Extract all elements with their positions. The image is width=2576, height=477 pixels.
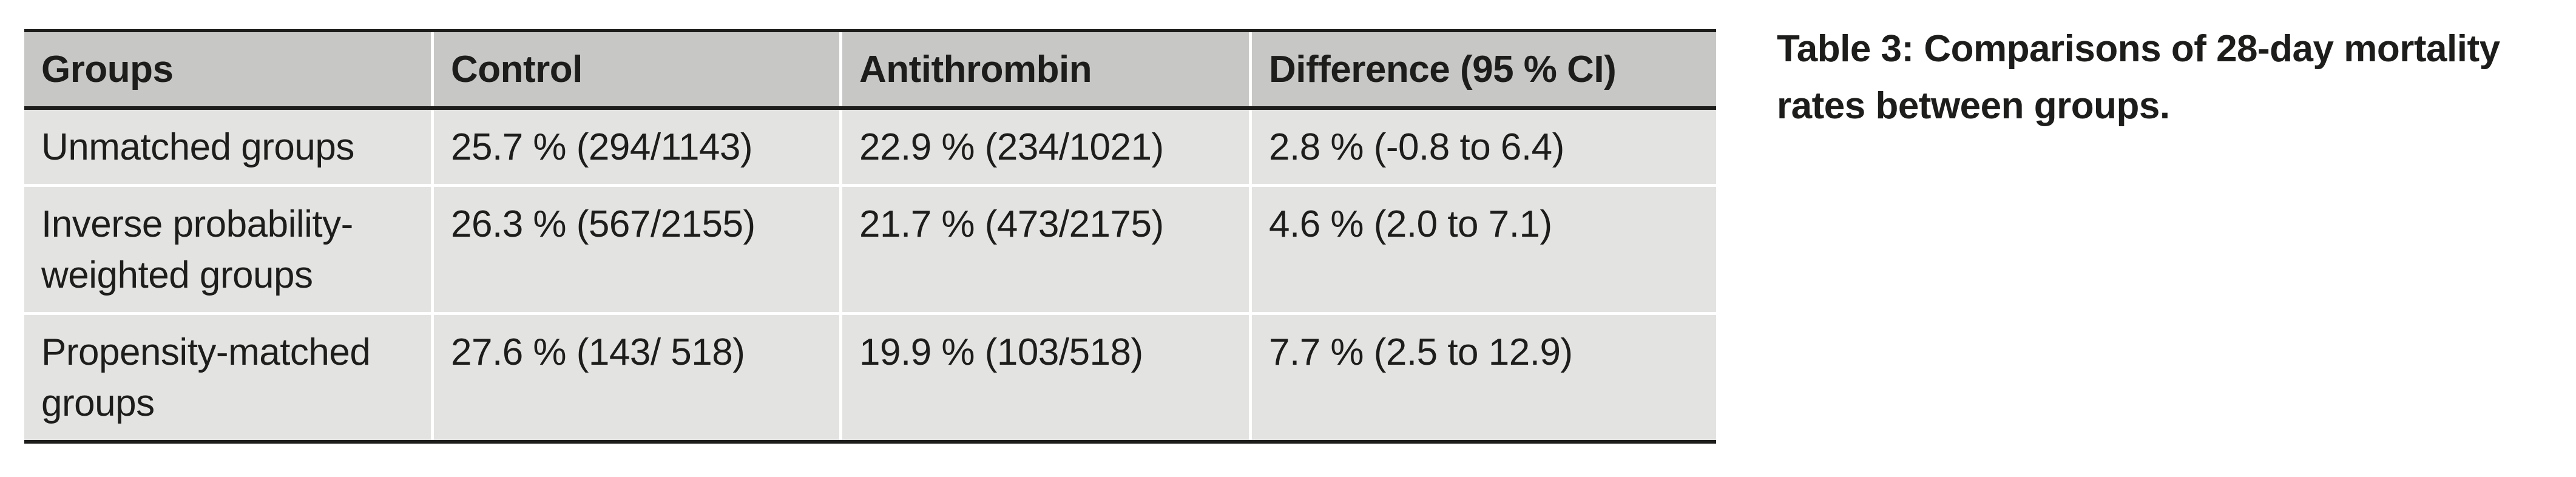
table-row-propensity-matched: Propensity-matched groups 27.6 % (143/ 5… — [24, 312, 1716, 440]
cell-antithrombin-value: 22.9 % (234/1021) — [839, 110, 1249, 184]
column-header-groups: Groups — [24, 32, 431, 106]
cell-antithrombin-value: 21.7 % (473/2175) — [839, 187, 1249, 312]
column-header-antithrombin: Antithrombin — [839, 32, 1249, 106]
column-header-difference: Difference (95 % CI) — [1249, 32, 1716, 106]
table-header-row: Groups Control Antithrombin Difference (… — [24, 32, 1716, 110]
cell-group-label: Unmatched groups — [24, 110, 431, 184]
cell-difference-value: 2.8 % (-0.8 to 6.4) — [1249, 110, 1716, 184]
cell-control-value: 26.3 % (567/2155) — [431, 187, 839, 312]
cell-group-label: Inverse probability-weighted groups — [24, 187, 431, 312]
mortality-table: Groups Control Antithrombin Difference (… — [24, 29, 1716, 444]
cell-difference-value: 7.7 % (2.5 to 12.9) — [1249, 315, 1716, 440]
table-caption: Table 3: Comparisons of 28-day mortality… — [1777, 28, 2500, 127]
cell-group-label: Propensity-matched groups — [24, 315, 431, 440]
table-row-inverse-probability-weighted: Inverse probability-weighted groups 26.3… — [24, 184, 1716, 312]
cell-antithrombin-value: 19.9 % (103/518) — [839, 315, 1249, 440]
table-row-unmatched: Unmatched groups 25.7 % (294/1143) 22.9 … — [24, 110, 1716, 184]
column-header-control: Control — [431, 32, 839, 106]
cell-control-value: 25.7 % (294/1143) — [431, 110, 839, 184]
cell-control-value: 27.6 % (143/ 518) — [431, 315, 839, 440]
cell-difference-value: 4.6 % (2.0 to 7.1) — [1249, 187, 1716, 312]
